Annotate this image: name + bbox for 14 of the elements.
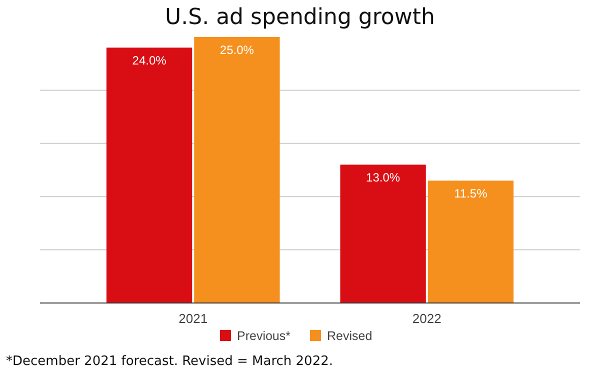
- x-tick-label: 2021: [178, 311, 208, 326]
- data-label: 11.5%: [454, 186, 488, 201]
- bar: [340, 164, 426, 303]
- data-label: 24.0%: [132, 54, 167, 68]
- legend-label: Revised: [327, 329, 372, 343]
- bar: [428, 180, 514, 303]
- data-label: 25.0%: [220, 43, 254, 57]
- bar: [194, 37, 280, 303]
- x-tick-label: 2022: [412, 311, 442, 326]
- chart-title: U.S. ad spending growth: [165, 5, 435, 30]
- legend-label: Previous*: [237, 329, 291, 343]
- text: *December 2021 forecast. Revised = March 2022.: [6, 354, 334, 369]
- bar: [106, 48, 192, 303]
- data-label: 13.0%: [366, 170, 400, 185]
